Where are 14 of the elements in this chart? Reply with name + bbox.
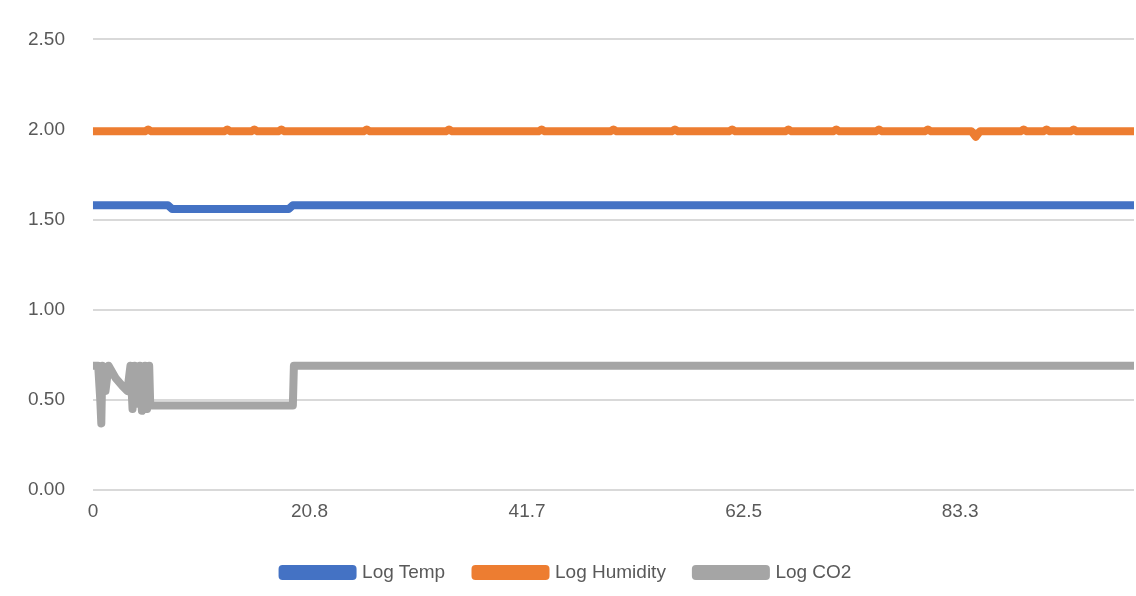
y-tick-label: 0.50 <box>28 388 65 410</box>
x-tick-label: 41.7 <box>508 499 546 521</box>
x-tick-label: 0 <box>87 499 99 521</box>
x-tick-label: 20.8 <box>291 499 328 521</box>
y-tick-label: 2.50 <box>28 27 65 49</box>
y-tick-label: 0.00 <box>28 478 65 500</box>
legend-label: Log CO2 <box>775 560 852 582</box>
x-tick-label: 62.5 <box>725 499 763 521</box>
y-tick-label: 1.50 <box>28 207 65 229</box>
legend-label: Log Temp <box>362 560 446 582</box>
legend-label: Log Humidity <box>555 560 667 582</box>
x-tick-label: 83.3 <box>941 499 979 521</box>
y-tick-label: 2.00 <box>28 117 65 139</box>
y-tick-label: 1.00 <box>28 298 65 320</box>
